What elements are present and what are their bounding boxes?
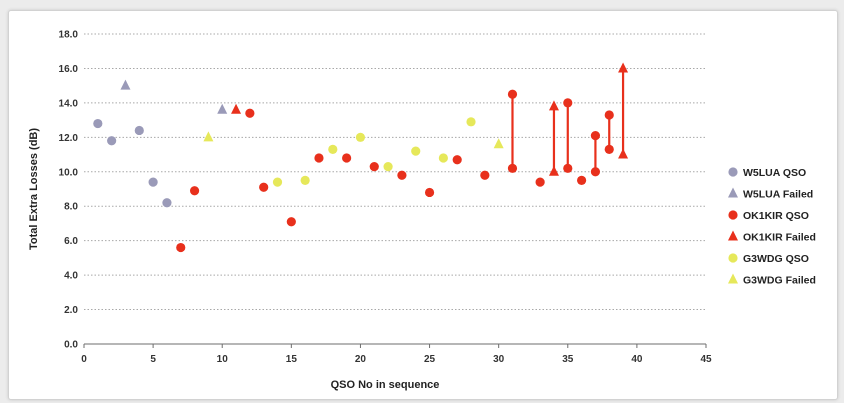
data-point: [604, 144, 614, 154]
data-point: [563, 98, 573, 108]
x-tick-label: 45: [700, 354, 712, 365]
data-point: [424, 187, 435, 198]
data-point: [590, 131, 601, 141]
x-tick-label: 10: [217, 354, 229, 365]
data-point: [604, 110, 614, 120]
legend-label: W5LUA Failed: [743, 189, 813, 201]
legend-marker: [728, 253, 738, 263]
data-point: [107, 136, 117, 146]
legend-marker: [728, 210, 738, 220]
x-tick-label: 35: [562, 354, 574, 365]
data-point: [120, 79, 131, 90]
data-point: [507, 89, 518, 99]
y-tick-label: 18.0: [59, 30, 79, 41]
legend-marker: [728, 230, 738, 241]
data-point: [217, 103, 228, 114]
data-point: [93, 118, 103, 129]
y-tick-label: 0.0: [64, 340, 78, 351]
x-tick-label: 15: [286, 354, 298, 365]
data-point: [342, 153, 352, 163]
legend-label: OK1KIR QSO: [743, 210, 809, 222]
data-point: [452, 155, 462, 165]
data-point: [563, 163, 573, 173]
data-point: [286, 217, 296, 227]
x-tick-label: 30: [493, 354, 505, 365]
data-point: [466, 117, 476, 127]
scatter-chart: 0.0 2.0 4.0 6.0 8.0 10.0 12.0 14.0 16.0 18.0 0 5 10 1…: [28, 30, 816, 392]
y-tick-label: 12.0: [59, 133, 79, 144]
data-point: [300, 175, 310, 185]
y-tick-label: 10.0: [59, 167, 79, 178]
x-tick-label: 25: [424, 354, 436, 365]
data-point: [189, 186, 200, 196]
data-point: [383, 162, 393, 172]
data-point: [411, 146, 421, 156]
legend-label: OK1KIR Failed: [743, 232, 816, 244]
data-point: [618, 148, 629, 159]
data-point: [548, 100, 559, 111]
data-point: [493, 138, 504, 149]
y-tick-label: 2.0: [64, 305, 78, 316]
data-point: [148, 177, 158, 187]
data-point: [369, 162, 379, 172]
x-tick-label: 0: [81, 354, 87, 365]
y-tick-label: 6.0: [64, 236, 78, 247]
data-point: [590, 167, 601, 177]
data-point: [134, 125, 144, 136]
y-tick-label: 4.0: [64, 271, 78, 282]
data-point: [507, 163, 518, 173]
legend-marker: [728, 167, 738, 177]
data-point: [355, 132, 366, 142]
x-tick-label: 5: [150, 354, 156, 365]
y-tick-label: 16.0: [59, 64, 79, 75]
legend-label: G3WDG QSO: [743, 253, 809, 265]
data-point: [548, 165, 559, 176]
x-tick-label: 40: [631, 354, 643, 365]
data-point: [480, 170, 490, 180]
data-point: [328, 144, 338, 154]
chart-panel: 0.0 2.0 4.0 6.0 8.0 10.0 12.0 14.0 16.0 18.0 0 5 10 1…: [8, 10, 838, 400]
data-point: [259, 182, 269, 192]
data-point: [176, 242, 186, 253]
data-point: [314, 153, 324, 163]
y-tick-label: 8.0: [64, 202, 78, 213]
data-point: [162, 198, 172, 208]
data-point: [577, 175, 587, 185]
data-point: [397, 170, 407, 180]
data-point: [231, 103, 242, 114]
x-axis-title: QSO No in sequence: [331, 379, 440, 391]
data-point: [272, 177, 283, 187]
legend-marker: [728, 187, 738, 198]
y-tick-label: 14.0: [59, 98, 79, 109]
data-point: [203, 131, 214, 142]
y-axis-title: Total Extra Losses (dB): [28, 128, 40, 250]
legend-label: G3WDG Failed: [743, 275, 816, 287]
x-tick-label: 20: [355, 354, 367, 365]
data-point: [618, 62, 629, 73]
data-point: [438, 153, 448, 163]
data-point: [245, 108, 255, 118]
data-point: [535, 177, 545, 187]
legend-marker: [728, 273, 738, 284]
legend-label: W5LUA QSO: [743, 167, 806, 179]
